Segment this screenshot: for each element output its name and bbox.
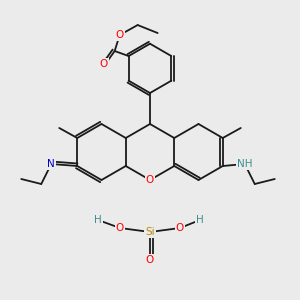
Text: O: O bbox=[100, 59, 108, 69]
Text: N: N bbox=[47, 159, 55, 169]
Text: O: O bbox=[176, 223, 184, 233]
Text: O: O bbox=[146, 255, 154, 265]
Text: NH: NH bbox=[237, 159, 253, 169]
Text: H: H bbox=[196, 215, 204, 225]
Text: O: O bbox=[116, 30, 124, 40]
Text: O: O bbox=[116, 223, 124, 233]
Text: Si: Si bbox=[145, 227, 155, 237]
Text: O: O bbox=[146, 175, 154, 185]
Text: H: H bbox=[94, 215, 102, 225]
